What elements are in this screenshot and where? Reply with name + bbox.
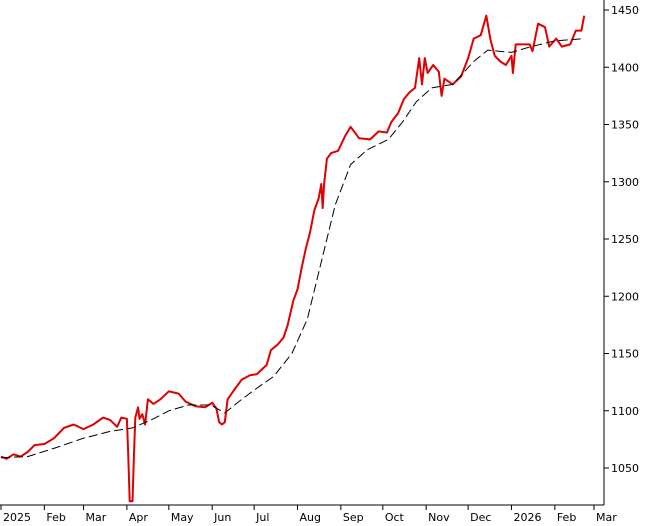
x-tick-label: Jun xyxy=(213,511,231,524)
x-tick-label: Mar xyxy=(596,511,617,524)
y-tick-label: 1200 xyxy=(611,290,639,303)
x-tick-label: Dec xyxy=(470,511,491,524)
moving-average-line xyxy=(0,38,585,459)
x-tick-label: Mar xyxy=(86,511,107,524)
y-tick-label: 1100 xyxy=(611,405,639,418)
x-tick-label: Jul xyxy=(255,511,269,524)
x-tick-label: Aug xyxy=(300,511,321,524)
axes: 1050 1100 1150 1200 1250 1300 1350 1400 1450 2025… xyxy=(0,0,639,524)
price-line xyxy=(0,14,586,503)
x-tick-label: May xyxy=(171,511,194,524)
y-tick-label: 1050 xyxy=(611,462,639,475)
y-tick-label: 1150 xyxy=(611,348,639,361)
y-tick-label: 1300 xyxy=(611,176,639,189)
x-tick-label: Sep xyxy=(343,511,364,524)
y-tick-label: 1350 xyxy=(611,119,639,132)
y-tick-label: 1250 xyxy=(611,233,639,246)
x-tick-label: Nov xyxy=(428,511,450,524)
plot-area xyxy=(0,14,586,503)
x-tick-label: Apr xyxy=(129,511,149,524)
y-tick-label: 1450 xyxy=(611,4,639,17)
x-tick-label: Feb xyxy=(46,511,65,524)
x-tick-label: 2025 xyxy=(3,511,31,524)
x-tick-label: Feb xyxy=(557,511,576,524)
y-tick-label: 1400 xyxy=(611,61,639,74)
x-tick-label: Oct xyxy=(385,511,405,524)
x-tick-label: 2026 xyxy=(513,511,541,524)
